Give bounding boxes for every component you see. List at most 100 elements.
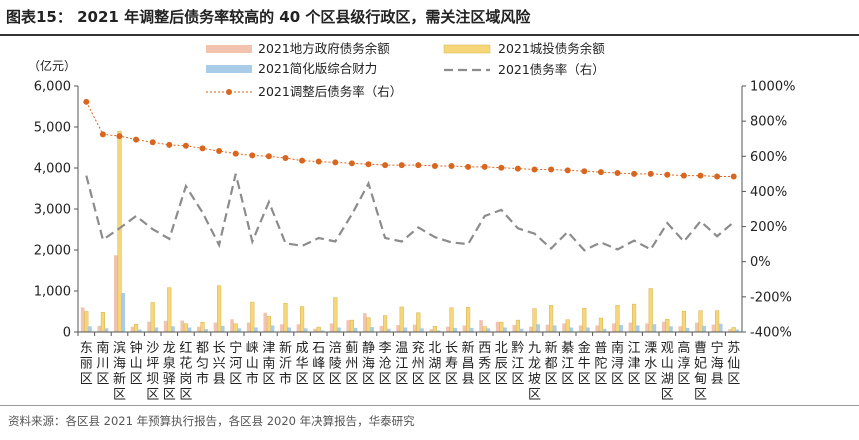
bar-gov-debt [678, 326, 683, 332]
y-tick-label-right: 400% [750, 185, 787, 200]
legend-label-lgfv: 2021城投债务余额 [498, 41, 605, 56]
bar-lgfv-debt [316, 326, 321, 333]
bar-lgfv-debt [549, 305, 554, 333]
bar-fiscal-capacity [519, 328, 524, 332]
legend-label-debt-ratio: 2021债务率（右） [498, 62, 605, 77]
bar-lgfv-debt [698, 310, 703, 333]
legend-label-gov: 2021地方政府债务余额 [258, 41, 390, 56]
bar-gov-debt [363, 313, 367, 332]
point-adjusted-debt-ratio [647, 170, 654, 177]
x-tick-label: 都匀市 [196, 341, 209, 387]
x-tick-label: 普陀区 [594, 341, 607, 387]
bar-fiscal-capacity [121, 293, 125, 332]
bar-lgfv-debt [250, 301, 255, 333]
bar-lgfv-debt [349, 319, 354, 333]
bar-gov-debt [329, 323, 334, 332]
x-tick-label: 曹妃甸区 [694, 341, 707, 403]
title-bar: 图表15： 2021 年调整后债务率较高的 40 个区县级行政区，需关注区域风险 [0, 0, 859, 36]
x-tick-label: 温江区 [395, 341, 408, 387]
bar-lgfv-debt [648, 288, 653, 333]
y-tick-label-left: 4,000 [34, 162, 71, 177]
bottom-rule [0, 405, 859, 406]
y-tick-label-left: 2,000 [34, 244, 71, 259]
point-adjusted-debt-ratio [431, 162, 438, 169]
bar-lgfv-debt [565, 319, 570, 333]
x-tick-label: 黔江区 [511, 341, 524, 387]
bar-fiscal-capacity [552, 325, 557, 332]
x-tick-label: 南川区 [96, 340, 109, 387]
point-adjusted-debt-ratio [631, 170, 638, 177]
legend-marker-adjusted-ratio [226, 89, 232, 95]
bar-gov-debt [446, 326, 450, 332]
legend-swatch-gov [206, 45, 252, 53]
x-tick-label: 沙坪坝区 [146, 341, 159, 403]
y-tick-label-right: -400% [750, 326, 792, 341]
bar-lgfv-debt [283, 303, 288, 333]
bar-gov-debt [213, 322, 218, 332]
x-tick-label: 滨海新区 [113, 340, 126, 403]
bar-gov-debt [462, 325, 467, 332]
bar-lgfv-debt [499, 321, 504, 333]
bar-fiscal-capacity [602, 328, 607, 332]
bar-fiscal-capacity [270, 325, 275, 332]
point-adjusted-debt-ratio [697, 172, 704, 179]
bar-fiscal-capacity [669, 326, 673, 332]
point-adjusted-debt-ratio [149, 139, 156, 146]
x-tick-label: 龙泉驿区 [163, 341, 176, 403]
y-tick-label-right: 600% [750, 150, 787, 165]
bar-gov-debt [230, 319, 234, 332]
point-adjusted-debt-ratio [680, 172, 687, 179]
bar-gov-debt [130, 326, 135, 332]
bar-lgfv-debt [632, 303, 637, 333]
bar-gov-debt [379, 325, 384, 332]
x-tick-label: 苏仙区 [727, 340, 740, 387]
bar-fiscal-capacity [337, 327, 341, 332]
y-tick-label-left: 0 [63, 326, 71, 341]
bar-gov-debt [612, 323, 616, 332]
bar-gov-debt [80, 307, 85, 332]
bar-fiscal-capacity [88, 326, 92, 332]
bar-lgfv-debt [233, 323, 238, 333]
legend-swatch-fiscal [206, 65, 252, 73]
point-adjusted-debt-ratio [133, 136, 140, 143]
bar-lgfv-debt [731, 327, 736, 333]
bar-lgfv-debt [582, 307, 587, 333]
bar-fiscal-capacity [287, 327, 291, 332]
bar-fiscal-capacity [702, 325, 706, 332]
x-tick-label: 崃山市 [246, 341, 259, 387]
x-tick-label: 綦江区 [561, 341, 574, 387]
point-adjusted-debt-ratio [83, 98, 90, 105]
bar-lgfv-debt [300, 306, 305, 333]
bar-lgfv-debt [150, 302, 155, 333]
bar-lgfv-debt [217, 285, 222, 333]
bar-gov-debt [578, 325, 583, 332]
line-adjusted-debt-ratio [85, 101, 734, 177]
y-tick-label-right: 1000% [750, 80, 795, 95]
bar-fiscal-capacity [652, 324, 657, 332]
point-adjusted-debt-ratio [581, 168, 588, 175]
x-tick-label: 西秀区 [478, 341, 491, 387]
x-tick-label: 高淳区 [677, 340, 690, 387]
bar-fiscal-capacity [586, 327, 590, 332]
point-adjusted-debt-ratio [614, 169, 621, 176]
bar-lgfv-debt [416, 312, 421, 333]
point-adjusted-debt-ratio [265, 153, 272, 160]
x-tick-label: 新沂市 [279, 340, 292, 387]
x-tick-label: 九龙坡区 [528, 341, 541, 403]
bar-gov-debt [595, 325, 600, 332]
x-tick-label: 长兴县 [213, 341, 226, 387]
source-note: 资料来源：各区县 2021 年预算执行报告，各区县 2020 年决算报告，华泰研… [8, 414, 415, 428]
x-tick-label: 宁河区 [229, 340, 242, 387]
left-axis-unit: （亿元） [28, 58, 76, 73]
x-tick-label: 李沧区 [379, 341, 392, 387]
y-tick-label-left: 6,000 [34, 80, 71, 95]
point-adjusted-debt-ratio [481, 163, 488, 170]
y-axis-right: -400% -200% 0% 200% 400% 600% 800% 1000% [741, 80, 795, 341]
x-tick-label: 津南区 [262, 341, 275, 387]
bar-fiscal-capacity [386, 328, 391, 332]
x-tick-label: 长寿区 [445, 341, 458, 387]
bar-gov-debt [429, 329, 434, 332]
bar-fiscal-capacity [469, 327, 474, 332]
x-axis: 东丽区南川区滨海新区钟山区沙坪坝区龙泉驿区红花岗区都匀市长兴县宁河区崃山市津南区… [77, 331, 742, 403]
point-adjusted-debt-ratio [548, 166, 555, 173]
